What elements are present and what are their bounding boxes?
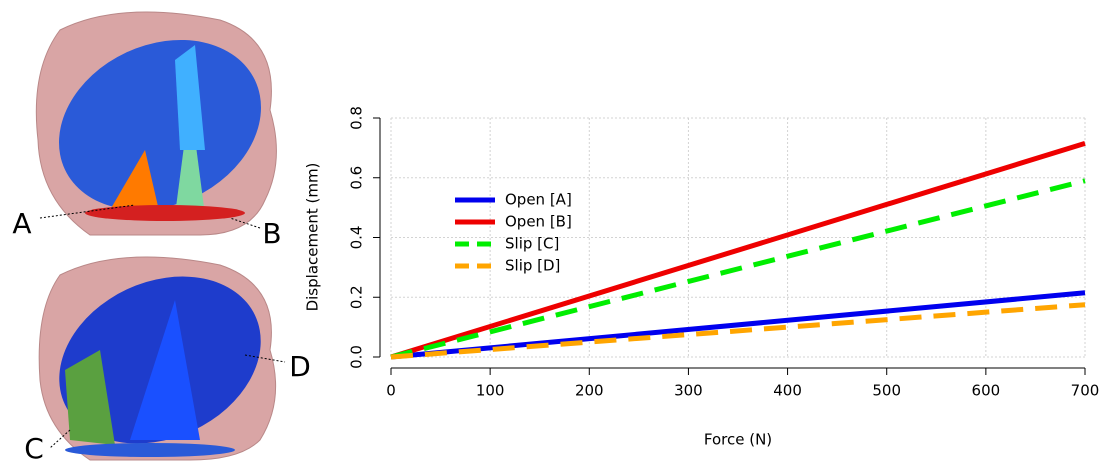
- x-tick-label: 600: [972, 382, 1001, 400]
- line: [390, 178, 1086, 360]
- annotation: C: [24, 432, 44, 465]
- illustration-bottom: [38, 256, 286, 461]
- line: [390, 141, 1086, 360]
- y-tick-label: 0.4: [348, 226, 366, 250]
- x-tick-label: 500: [872, 382, 901, 400]
- y-tick-label: 0.2: [348, 285, 366, 309]
- y-tick-label: 0.0: [348, 345, 366, 369]
- illustration-top: [35, 11, 277, 236]
- x-tick-label: 400: [773, 382, 802, 400]
- legend-label: Open [B]: [505, 213, 572, 231]
- annotation: A: [12, 207, 31, 240]
- annotation: B: [262, 217, 281, 250]
- x-tick-label: 700: [1071, 382, 1100, 400]
- annotation: D: [289, 350, 311, 383]
- x-tick-label: 0: [386, 382, 396, 400]
- legend-label: Slip [C]: [505, 235, 559, 253]
- y-tick-label: 0.8: [348, 106, 366, 130]
- line: [390, 302, 1086, 360]
- x-tick-label: 300: [674, 382, 703, 400]
- x-tick-label: 200: [575, 382, 604, 400]
- x-axis-label: Force (N): [704, 431, 772, 449]
- y-axis-label: Displacement (mm): [304, 163, 322, 312]
- y-tick-label: 0.6: [348, 166, 366, 190]
- x-tick-label: 100: [476, 382, 505, 400]
- legend-label: Slip [D]: [505, 257, 560, 275]
- legend-label: Open [A]: [505, 191, 572, 209]
